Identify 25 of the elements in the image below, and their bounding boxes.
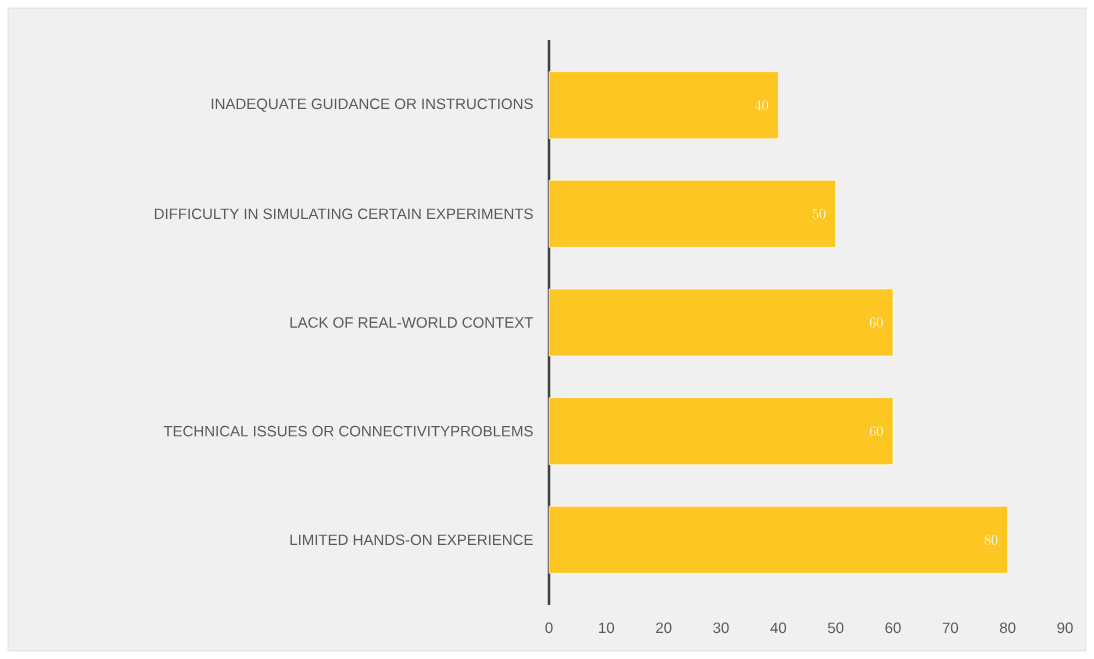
- data-label: 60: [869, 317, 883, 328]
- y-tick-label: LACK OF REAL-WORLD CONTEXT: [290, 317, 534, 328]
- data-label: 40: [755, 100, 769, 111]
- bar: [548, 288, 894, 357]
- y-tick-label: TECHNICAL ISSUES OR CONNECTIVITYPROBLEMS: [163, 425, 533, 437]
- x-tick-label: 50: [827, 622, 844, 634]
- x-tick-label: 20: [656, 622, 672, 634]
- x-tick-label: 70: [942, 622, 959, 634]
- bar: [548, 397, 894, 465]
- x-tick-label: 0: [545, 622, 553, 634]
- data-label: 60: [869, 426, 883, 437]
- bar: [548, 71, 779, 139]
- x-tick-label: 10: [599, 622, 615, 634]
- y-tick-label: DIFFICULTY IN SIMULATING CERTAIN EXPERIMENTS: [154, 208, 533, 220]
- y-tick-label: LIMITED HANDS-ON EXPERIENCE: [290, 534, 533, 546]
- y-tick-label: INADEQUATE GUIDANCE OR INSTRUCTIONS: [211, 98, 533, 112]
- x-tick-label: 80: [999, 622, 1016, 634]
- data-label: 80: [984, 534, 998, 545]
- bar: [548, 506, 1008, 574]
- x-tick-label: 30: [713, 622, 729, 634]
- x-tick-label: 60: [885, 622, 901, 634]
- data-label: 50: [812, 208, 826, 219]
- x-tick-label: 40: [770, 622, 787, 634]
- x-tick-label: 90: [1057, 622, 1073, 634]
- bar: [548, 180, 836, 248]
